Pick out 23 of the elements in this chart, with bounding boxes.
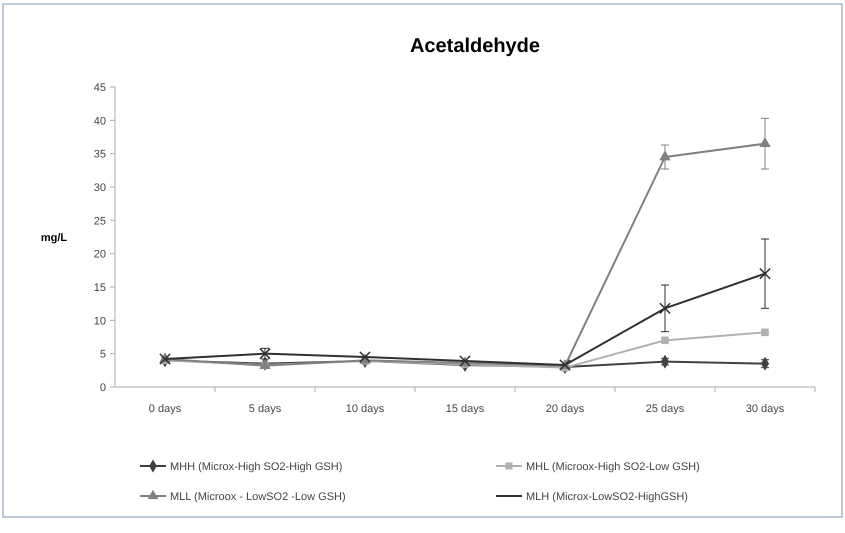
- y-tick-label: 30: [94, 182, 106, 194]
- legend-label: MHL (Microox-High SO2-Low GSH): [526, 461, 700, 473]
- legend-label: MLH (Microx-LowSO2-HighGSH): [526, 491, 688, 503]
- y-tick-label: 0: [100, 382, 106, 394]
- y-tick-label: 20: [94, 248, 106, 261]
- x-tick-label: 30 days: [746, 403, 785, 415]
- y-tick-label: 15: [94, 282, 106, 294]
- chart-title: Acetaldehyde: [410, 35, 540, 57]
- y-tick-label: 40: [94, 115, 106, 128]
- y-tick-label: 45: [94, 82, 106, 94]
- y-tick-label: 10: [94, 315, 106, 328]
- y-tick-label: 25: [94, 215, 106, 228]
- x-tick-label: 25 days: [646, 403, 685, 415]
- legend-label: MLL (Microox - LowSO2 -Low GSH): [170, 491, 346, 503]
- y-tick-label: 35: [94, 148, 106, 161]
- y-axis-title: mg/L: [40, 232, 68, 244]
- x-tick-label: 0 days: [148, 403, 182, 415]
- x-tick-label: 20 days: [546, 403, 585, 415]
- x-tick-label: 10 days: [346, 403, 385, 415]
- x-tick-label: 15 days: [446, 403, 485, 415]
- legend-label: MHH (Microx-High SO2-High GSH): [170, 461, 342, 473]
- y-tick-label: 5: [100, 348, 106, 361]
- x-tick-label: 5 days: [248, 403, 282, 415]
